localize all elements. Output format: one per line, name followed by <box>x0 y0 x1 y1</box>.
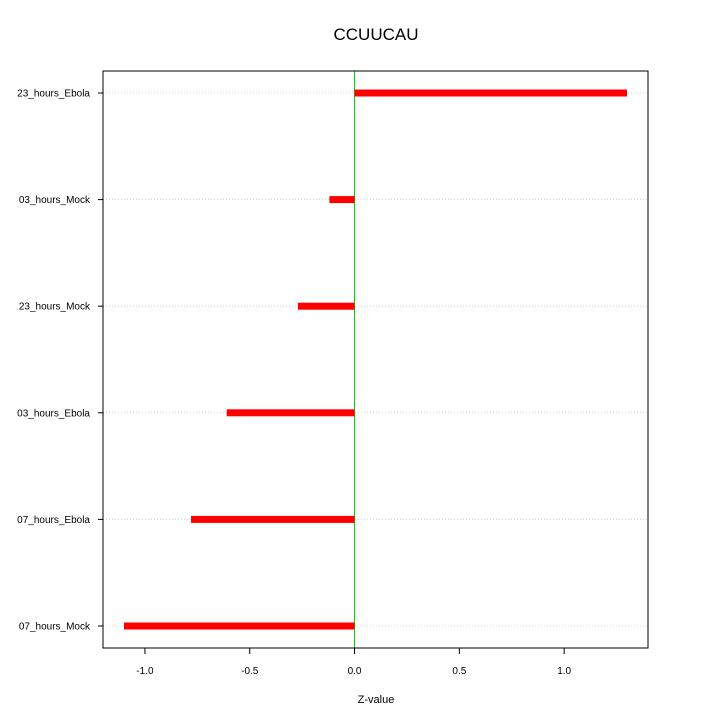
bars <box>123 89 628 630</box>
chart-title: CCUUCAU <box>334 25 419 44</box>
x-tick-label: 0.0 <box>348 666 362 677</box>
y-tick-label: 07_hours_Ebola <box>17 515 90 526</box>
bar-23_hours_Ebola <box>354 89 628 97</box>
bar-07_hours_Mock <box>123 622 355 630</box>
bar-23_hours_Mock <box>297 302 355 310</box>
bar-07_hours_Ebola <box>191 515 355 523</box>
x-axis: -1.0 -0.5 0.0 0.5 1.0 <box>136 647 572 677</box>
bar-03_hours_Ebola <box>226 409 355 417</box>
x-tick-label: -1.0 <box>136 666 154 677</box>
grid-lines <box>103 92 648 627</box>
y-axis: 07_hours_Mock 07_hours_Ebola 03_hours_Ebol… <box>17 89 103 633</box>
x-tick-label: 1.0 <box>557 666 571 677</box>
x-tick-label: -0.5 <box>241 666 259 677</box>
y-tick-label: 23_hours_Ebola <box>17 89 90 100</box>
bar-03_hours_Mock <box>329 196 355 204</box>
x-tick-label: 0.5 <box>452 666 466 677</box>
y-tick-label: 03_hours_Ebola <box>17 408 90 419</box>
y-tick-label: 07_hours_Mock <box>19 622 91 633</box>
y-tick-label: 23_hours_Mock <box>19 302 91 313</box>
x-axis-title: Z-value <box>358 694 395 706</box>
plot-frame <box>102 70 649 649</box>
y-tick-label: 03_hours_Mock <box>19 195 91 206</box>
